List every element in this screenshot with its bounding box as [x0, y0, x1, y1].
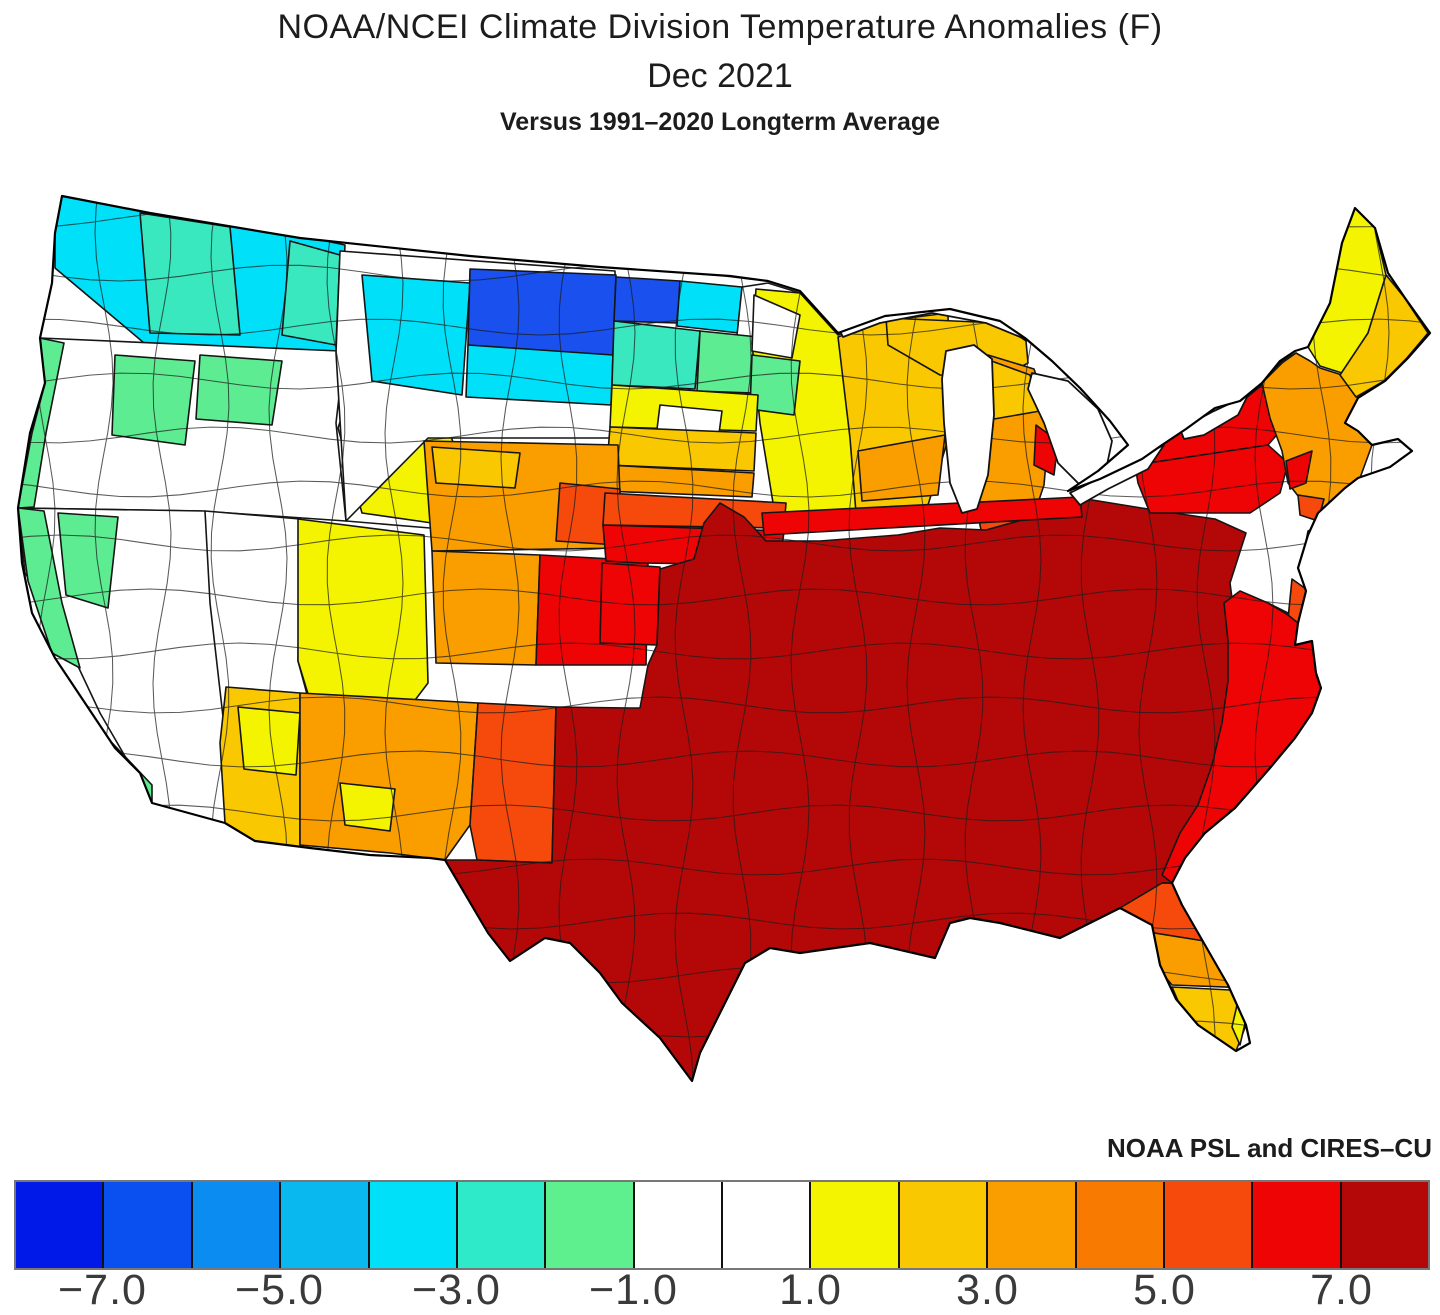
colorbar-cell-7 — [632, 1182, 721, 1268]
page-title: NOAA/NCEI Climate Division Temperature A… — [277, 8, 1163, 46]
colorbar-cell-3 — [279, 1182, 368, 1268]
zone-az-yellow — [237, 706, 301, 776]
zone-nd-turquoise — [611, 320, 701, 390]
colorbar-cell-15 — [1339, 1182, 1428, 1268]
title-baseline: Versus 1991–2020 Longterm Average — [499, 108, 941, 136]
zone-nd-blue — [613, 276, 681, 324]
zone-wy-amber-patch — [431, 446, 521, 489]
colorbar-cell-11 — [986, 1182, 1075, 1268]
zone-pa-red — [1134, 444, 1289, 514]
colorbar-cell-5 — [455, 1182, 545, 1268]
colorbar-cell-8 — [721, 1182, 810, 1268]
colorbar-cell-13 — [1162, 1182, 1252, 1268]
zone-wa-turquoise-w — [139, 212, 241, 336]
zone-nd-green — [696, 330, 759, 394]
zone-mn-green-w — [749, 354, 801, 416]
colorbar-cell-9 — [809, 1182, 898, 1268]
colorbar-cell-4 — [367, 1182, 456, 1268]
zone-ca-green-ncoast — [18, 507, 81, 669]
colorbar-tick-−3.0: −3.0 — [412, 1266, 501, 1314]
colorbar-tick-7.0: 7.0 — [1310, 1266, 1373, 1314]
zone-nm-orangered — [469, 702, 557, 864]
colorbar-ticks: −7.0 −5.0 −3.0 −1.0 1.0 3.0 5.0 7.0 — [14, 1266, 1430, 1314]
zone-wa-turquoise-e — [281, 240, 341, 346]
us-outline-stroke — [16, 194, 1432, 1083]
zone-sd-amber — [606, 426, 757, 472]
colorbar-cell-2 — [190, 1182, 280, 1268]
zone-ca-green-ne — [57, 512, 119, 609]
title-date: Dec 2021 — [647, 57, 793, 95]
colorbar-cell-1 — [102, 1182, 191, 1268]
zone-or-green-ne — [195, 354, 283, 426]
anomaly-zones — [18, 196, 1430, 1081]
zone-mt-cyan-w — [361, 274, 471, 396]
colorbar — [14, 1180, 1430, 1270]
zone-az-yellow-se — [339, 782, 396, 832]
colorbar-tick-3.0: 3.0 — [956, 1266, 1019, 1314]
lake-ontario — [1179, 394, 1249, 440]
lake-michigan — [941, 344, 995, 514]
credit-text: NOAA PSL and CIRES–CU — [1106, 1133, 1432, 1163]
colorbar-cell-0 — [16, 1182, 103, 1268]
colorbar-tick-−1.0: −1.0 — [589, 1266, 678, 1314]
colorbar-cell-6 — [544, 1182, 633, 1268]
colorbar-tick-−5.0: −5.0 — [235, 1266, 324, 1314]
us-anomaly-map — [0, 183, 1440, 1088]
us-map-svg — [16, 194, 1432, 1083]
colorbar-tick-1.0: 1.0 — [779, 1266, 842, 1314]
zone-sw-ct-red — [1285, 450, 1313, 490]
colorbar-cell-12 — [1074, 1182, 1163, 1268]
title-block: NOAA/NCEI Climate Division Temperature A… — [0, 0, 1440, 137]
colorbar-cell-10 — [897, 1182, 987, 1268]
zone-mn-white-nw — [751, 294, 801, 359]
colorbar-tick-−7.0: −7.0 — [58, 1266, 147, 1314]
colorbar-cell-14 — [1251, 1182, 1340, 1268]
zone-nd-cyan — [676, 280, 743, 334]
colorbar-tick-5.0: 5.0 — [1133, 1266, 1196, 1314]
zone-mt-cyan-e — [465, 344, 614, 406]
